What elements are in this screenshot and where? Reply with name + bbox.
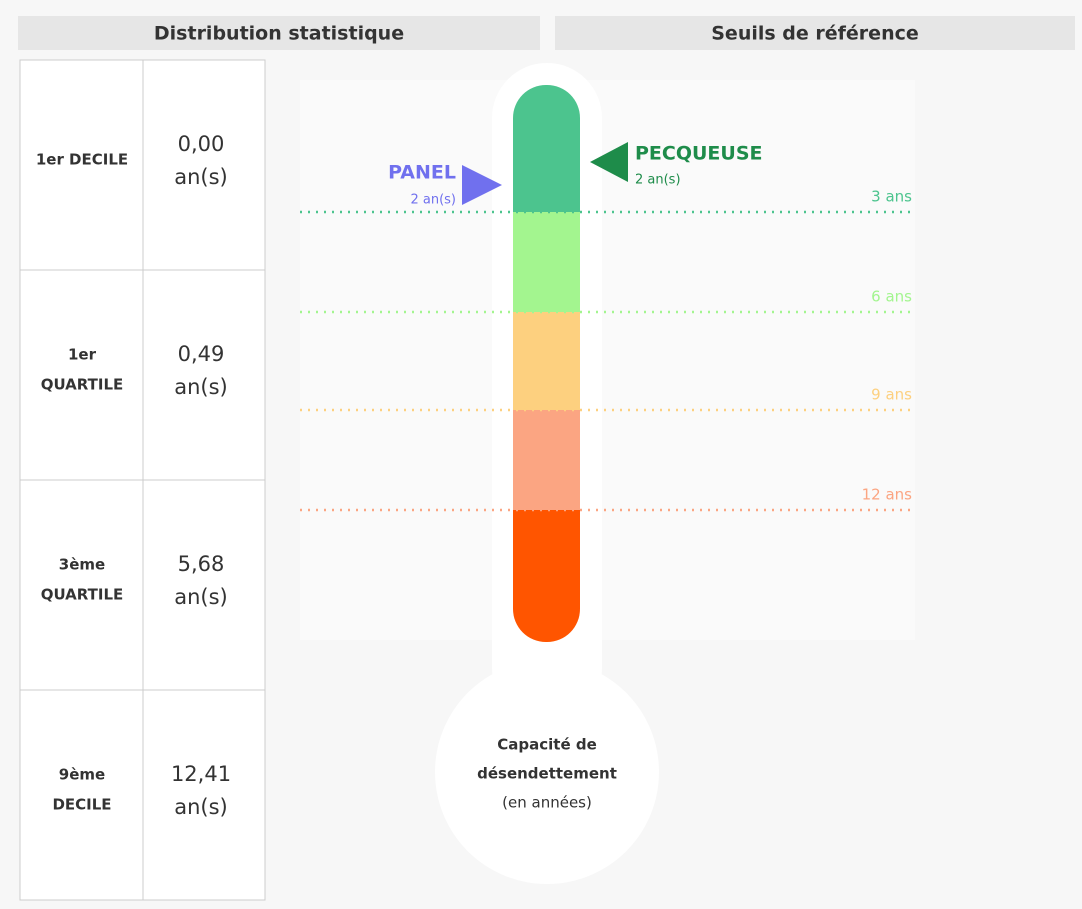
threshold-label: 3 ans [871, 188, 912, 206]
marker-name: PANEL [388, 162, 456, 184]
threshold-label: 9 ans [871, 386, 912, 404]
row-unit: an(s) [174, 165, 228, 189]
threshold-label: 12 ans [862, 486, 913, 504]
tube-segment [513, 212, 580, 312]
row-label: QUARTILE [41, 586, 124, 604]
marker-value: 2 an(s) [410, 193, 456, 208]
bulb-text: (en années) [502, 794, 592, 812]
bulb-text: Capacité de [497, 736, 597, 754]
threshold-label: 6 ans [871, 288, 912, 306]
header-title: Seuils de référence [711, 23, 919, 45]
row-value: 5,68 [178, 552, 225, 576]
header-title: Distribution statistique [154, 23, 404, 45]
row-label: 1er DECILE [36, 151, 128, 169]
thermometer-bulb [435, 660, 659, 884]
bulb-text: désendettement [477, 765, 617, 783]
row-label: QUARTILE [41, 376, 124, 394]
tube-segment [513, 410, 580, 510]
tube-segment [513, 510, 580, 642]
row-label: 1er [68, 346, 97, 364]
marker-arrow [590, 142, 628, 182]
marker-arrow [462, 165, 502, 205]
header-bar [18, 16, 540, 50]
row-value: 12,41 [171, 762, 231, 786]
row-label: 3ème [59, 556, 105, 574]
row-unit: an(s) [174, 375, 228, 399]
marker-name: PECQUEUSE [635, 143, 763, 165]
gauge-area [300, 80, 915, 640]
row-label: DECILE [52, 796, 111, 814]
row-value: 0,00 [178, 132, 225, 156]
row-label: 9ème [59, 766, 105, 784]
header-bar [555, 16, 1075, 50]
row-unit: an(s) [174, 795, 228, 819]
row-unit: an(s) [174, 585, 228, 609]
tube-segment [513, 85, 580, 212]
tube-segment [513, 312, 580, 410]
row-value: 0,49 [178, 342, 225, 366]
marker-value: 2 an(s) [635, 173, 681, 188]
